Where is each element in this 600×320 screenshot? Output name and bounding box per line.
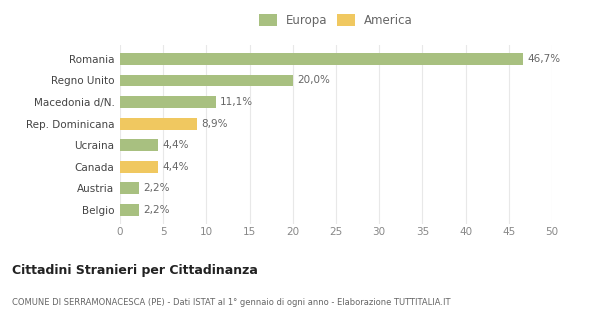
Text: 4,4%: 4,4%	[163, 140, 189, 150]
Bar	[120, 204, 139, 216]
Text: 8,9%: 8,9%	[201, 119, 228, 129]
Text: 2,2%: 2,2%	[143, 205, 170, 215]
Text: 20,0%: 20,0%	[297, 76, 330, 85]
Bar	[120, 96, 216, 108]
Bar	[120, 75, 293, 86]
Text: 11,1%: 11,1%	[220, 97, 253, 107]
Text: COMUNE DI SERRAMONACESCA (PE) - Dati ISTAT al 1° gennaio di ogni anno - Elaboraz: COMUNE DI SERRAMONACESCA (PE) - Dati IST…	[12, 298, 451, 307]
Bar	[120, 139, 158, 151]
Text: 2,2%: 2,2%	[143, 183, 170, 193]
Bar	[120, 118, 197, 130]
Bar	[120, 161, 158, 173]
Text: Cittadini Stranieri per Cittadinanza: Cittadini Stranieri per Cittadinanza	[12, 264, 258, 277]
Legend: Europa, America: Europa, America	[257, 11, 415, 29]
Text: 46,7%: 46,7%	[528, 54, 561, 64]
Bar	[120, 53, 523, 65]
Text: 4,4%: 4,4%	[163, 162, 189, 172]
Bar	[120, 182, 139, 194]
